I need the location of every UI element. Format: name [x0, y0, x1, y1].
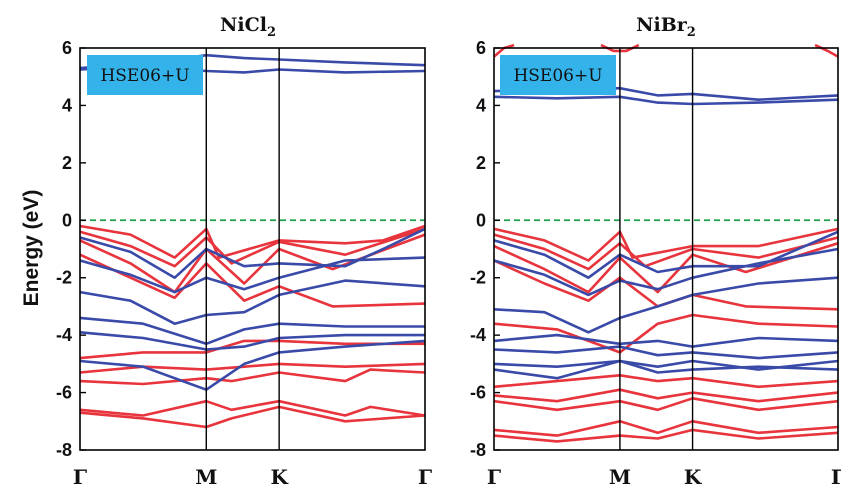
k-point-label: Γ — [487, 465, 501, 489]
band-line-spin-down — [79, 227, 426, 279]
panel-title: NiBr2 — [636, 14, 696, 40]
band-line-spin-down — [493, 333, 839, 348]
band-line-spin-up — [493, 313, 839, 354]
k-point-label: K — [684, 465, 702, 489]
k-point-label: Γ — [831, 465, 841, 489]
y-axis-ticks: 6 4 2 0 -2 -4 -6 -8 — [56, 38, 86, 460]
band-line-spin-up — [493, 259, 839, 311]
method-badge: HSE06+U — [87, 55, 203, 95]
method-badge: HSE06+U — [500, 55, 616, 95]
band-line-spin-up — [493, 233, 839, 271]
method-badge-box — [500, 55, 616, 95]
band-line-spin-up — [79, 405, 426, 429]
y-tick-label: -4 — [470, 325, 486, 345]
y-tick-label: -6 — [56, 383, 72, 403]
panel-nicl2: NiCl2 6 4 2 0 -2 -4 -6 -8 Γ M K Γ HSE06+U — [56, 14, 432, 489]
y-tick-label: -2 — [56, 268, 72, 288]
band-line-spin-up — [79, 368, 426, 386]
y-tick-label: 4 — [62, 95, 72, 115]
band-line-spin-down — [79, 316, 425, 346]
band-line-spin-down — [79, 339, 426, 391]
k-point-label: K — [270, 465, 288, 489]
band-line-spin-up — [79, 253, 426, 308]
y-tick-label: -6 — [470, 383, 486, 403]
y-tick-label: -4 — [56, 325, 72, 345]
panel-title: NiCl2 — [220, 14, 276, 40]
band-line-spin-up — [493, 227, 839, 262]
y-tick-label: 4 — [476, 95, 486, 115]
y-axis-label: Energy (eV) — [20, 190, 43, 307]
method-badge-text: HSE06+U — [513, 66, 602, 86]
method-badge-text: HSE06+U — [100, 66, 189, 86]
band-line-spin-up — [814, 43, 839, 58]
y-tick-label: -8 — [470, 440, 486, 460]
band-lines — [79, 53, 426, 429]
y-tick-label: 6 — [476, 38, 486, 58]
y-tick-label: 0 — [62, 210, 72, 230]
band-line-spin-up — [79, 224, 426, 259]
band-line-spin-up — [493, 397, 839, 412]
y-tick-label: 2 — [62, 153, 72, 173]
method-badge-box — [87, 55, 203, 95]
band-line-spin-down — [79, 279, 426, 325]
y-tick-label: -8 — [56, 440, 72, 460]
band-line-spin-up — [493, 43, 515, 58]
k-point-label: M — [195, 465, 217, 489]
high-symmetry-lines — [205, 48, 280, 450]
band-line-spin-down — [493, 359, 839, 371]
band-line-spin-up — [493, 420, 839, 437]
y-axis-ticks: 6 4 2 0 -2 -4 -6 -8 — [470, 38, 500, 460]
y-tick-label: 2 — [476, 153, 486, 173]
panel-nibr2: NiBr2 6 4 2 0 -2 -4 -6 -8 Γ M K Γ HSE06+U — [470, 14, 841, 489]
band-lines — [493, 43, 839, 443]
plot-frame — [493, 47, 839, 451]
k-point-label: Γ — [73, 465, 87, 489]
band-line-spin-down — [493, 359, 839, 380]
high-symmetry-lines — [619, 48, 694, 450]
band-line-spin-down — [493, 345, 839, 360]
band-line-spin-up — [493, 388, 839, 403]
band-line-spin-up — [493, 374, 839, 389]
band-line-spin-down — [493, 247, 839, 297]
band-line-spin-up — [79, 339, 425, 360]
band-line-spin-down — [493, 95, 839, 106]
k-point-label: Γ — [418, 465, 432, 489]
y-tick-label: 0 — [476, 210, 486, 230]
band-line-spin-down — [79, 331, 425, 351]
k-point-label: M — [609, 465, 631, 489]
band-line-spin-up — [79, 399, 426, 417]
band-line-spin-up — [493, 428, 839, 443]
band-line-spin-down — [493, 276, 839, 334]
y-tick-label: 6 — [62, 38, 72, 58]
plot-frame — [79, 47, 426, 451]
band-line-spin-up — [79, 227, 426, 268]
band-line-spin-down — [79, 256, 426, 294]
y-tick-label: -2 — [470, 268, 486, 288]
